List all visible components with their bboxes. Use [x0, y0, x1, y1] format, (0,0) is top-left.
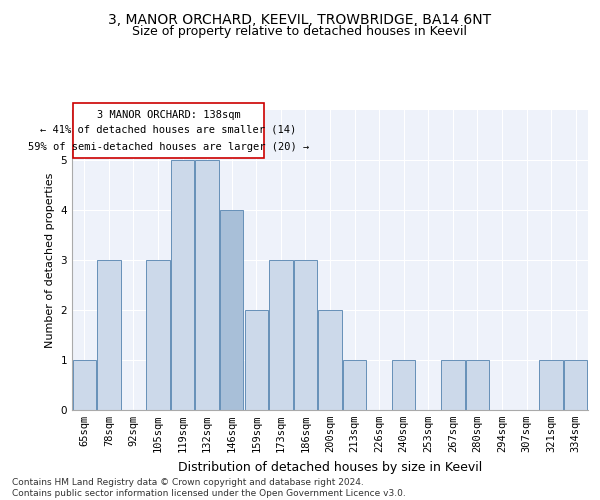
- Bar: [269, 260, 293, 410]
- Bar: [245, 310, 268, 410]
- Bar: [466, 360, 489, 410]
- Text: Contains HM Land Registry data © Crown copyright and database right 2024.
Contai: Contains HM Land Registry data © Crown c…: [12, 478, 406, 498]
- Bar: [294, 260, 317, 410]
- Bar: [319, 310, 341, 410]
- Bar: [441, 360, 464, 410]
- Bar: [146, 260, 170, 410]
- Text: 59% of semi-detached houses are larger (20) →: 59% of semi-detached houses are larger (…: [28, 142, 309, 152]
- Bar: [220, 210, 244, 410]
- Text: ← 41% of detached houses are smaller (14): ← 41% of detached houses are smaller (14…: [40, 125, 296, 135]
- Bar: [392, 360, 415, 410]
- Text: 3 MANOR ORCHARD: 138sqm: 3 MANOR ORCHARD: 138sqm: [97, 110, 241, 120]
- Y-axis label: Number of detached properties: Number of detached properties: [45, 172, 55, 348]
- Bar: [171, 160, 194, 410]
- Bar: [564, 360, 587, 410]
- Text: 3, MANOR ORCHARD, KEEVIL, TROWBRIDGE, BA14 6NT: 3, MANOR ORCHARD, KEEVIL, TROWBRIDGE, BA…: [109, 12, 491, 26]
- Bar: [539, 360, 563, 410]
- Bar: [97, 260, 121, 410]
- Text: Size of property relative to detached houses in Keevil: Size of property relative to detached ho…: [133, 25, 467, 38]
- X-axis label: Distribution of detached houses by size in Keevil: Distribution of detached houses by size …: [178, 460, 482, 473]
- FancyBboxPatch shape: [73, 102, 263, 158]
- Bar: [196, 160, 219, 410]
- Bar: [343, 360, 366, 410]
- Bar: [73, 360, 96, 410]
